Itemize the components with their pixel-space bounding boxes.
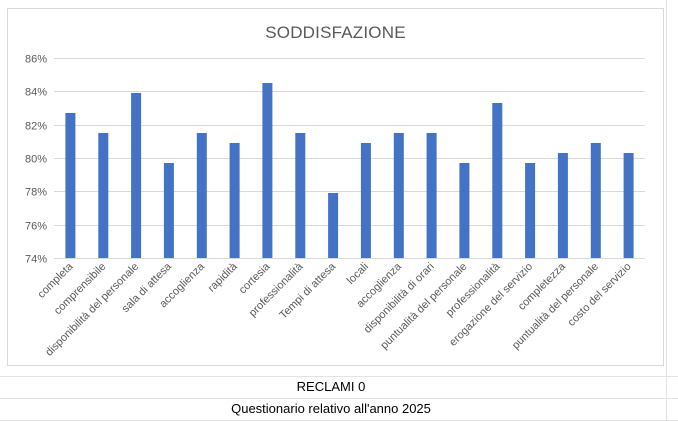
- bar[interactable]: [262, 83, 273, 258]
- bar[interactable]: [525, 163, 536, 258]
- questionnaire-caption: Questionario relativo all'anno 2025: [231, 401, 431, 416]
- reclami-label: RECLAMI 0: [296, 379, 366, 394]
- bar[interactable]: [196, 133, 207, 258]
- y-tick-label: 80%: [25, 154, 47, 166]
- x-tick-label: Tempi di attesa: [277, 260, 338, 321]
- plot-area: 74%76%78%80%82%84%86%completacomprensibi…: [25, 54, 645, 359]
- bar[interactable]: [328, 193, 339, 258]
- x-tick-label: costo del servizio: [566, 261, 634, 329]
- x-tick-label: locali: [345, 261, 371, 287]
- y-tick-label: 84%: [25, 87, 47, 99]
- bar[interactable]: [229, 143, 240, 258]
- bar[interactable]: [131, 93, 142, 258]
- bar[interactable]: [295, 133, 306, 258]
- y-tick-label: 76%: [25, 221, 47, 233]
- bar[interactable]: [163, 163, 174, 258]
- bar[interactable]: [557, 153, 568, 258]
- bar[interactable]: [65, 113, 76, 258]
- chart-title: SODDISFAZIONE: [265, 23, 406, 42]
- chart-area[interactable]: SODDISFAZIONE 74% 76% 78% 80% 82% 84% 86% compl…: [7, 8, 664, 366]
- bar[interactable]: [459, 163, 470, 258]
- y-tick-label: 74%: [25, 254, 47, 266]
- bar[interactable]: [623, 153, 634, 258]
- bar[interactable]: [98, 133, 109, 258]
- bar[interactable]: [590, 143, 601, 258]
- bar[interactable]: [426, 133, 437, 258]
- y-tick-label: 86%: [25, 54, 47, 66]
- bar[interactable]: [360, 143, 371, 258]
- x-tick-label: rapidità: [206, 260, 241, 295]
- bar[interactable]: [492, 103, 503, 258]
- bar[interactable]: [393, 133, 404, 258]
- y-tick-label: 82%: [25, 121, 47, 133]
- y-tick-label: 78%: [25, 187, 47, 199]
